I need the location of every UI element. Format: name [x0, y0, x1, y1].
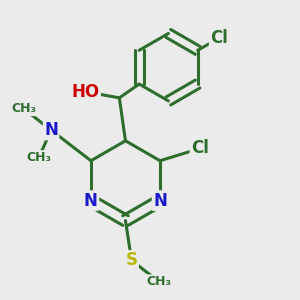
Text: CH₃: CH₃ [26, 151, 51, 164]
Text: Cl: Cl [210, 29, 228, 47]
Text: Cl: Cl [191, 140, 209, 158]
Text: N: N [44, 121, 58, 139]
Text: N: N [84, 192, 98, 210]
Text: CH₃: CH₃ [147, 275, 172, 288]
Text: HO: HO [71, 83, 100, 101]
Text: S: S [126, 251, 138, 269]
Text: N: N [153, 192, 167, 210]
Text: CH₃: CH₃ [11, 102, 36, 115]
